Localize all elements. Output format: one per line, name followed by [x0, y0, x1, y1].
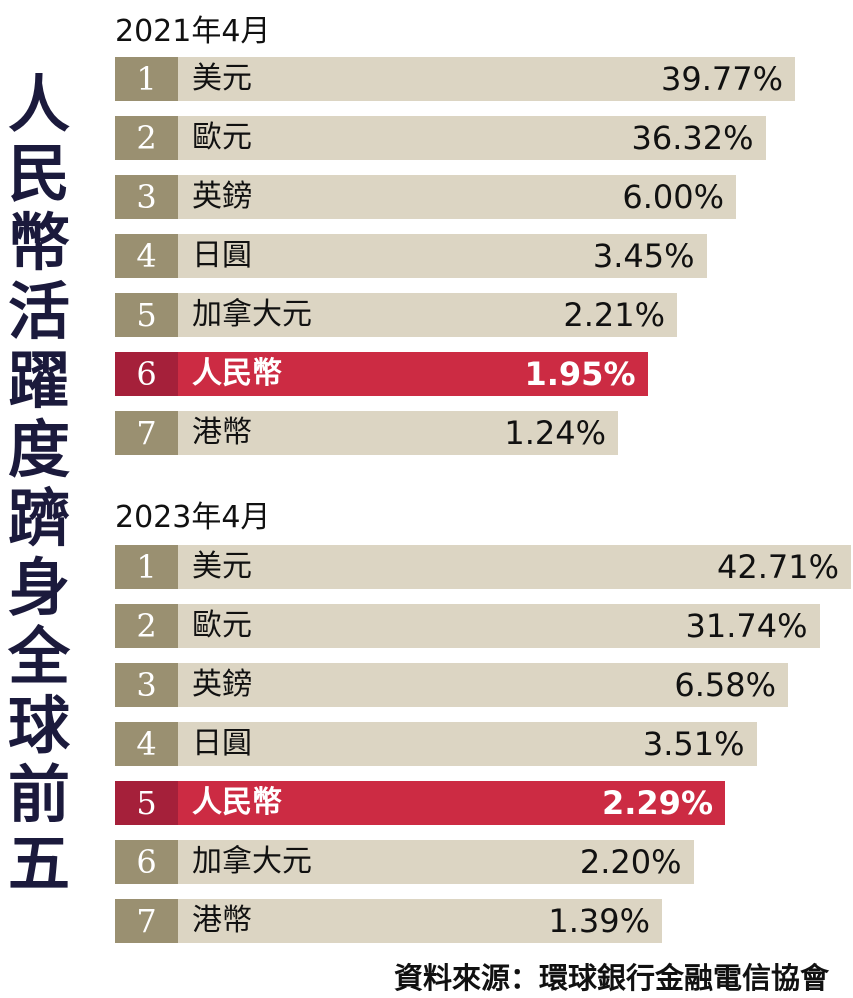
rank: 4 — [115, 234, 178, 278]
section-heading: 2023年4月 — [115, 500, 271, 535]
rank: 5 — [115, 781, 178, 825]
share-value: 2.29% — [601, 784, 713, 822]
rank: 7 — [115, 411, 178, 455]
share-value: 2.20% — [579, 843, 682, 881]
ranking-row: 2 歐元 31.74% — [115, 604, 820, 648]
currency-name: 美元 — [192, 61, 252, 96]
rank: 6 — [115, 840, 178, 884]
rank: 5 — [115, 293, 178, 337]
ranking-row: 4 日圓 3.51% — [115, 722, 757, 766]
rank: 1 — [115, 545, 178, 589]
share-value: 6.58% — [674, 666, 776, 704]
ranking-row: 1 美元 42.71% — [115, 545, 851, 589]
rank: 2 — [115, 604, 178, 648]
currency-name: 美元 — [192, 549, 252, 584]
ranking-row: 3 英鎊 6.58% — [115, 663, 788, 707]
rank: 1 — [115, 57, 178, 101]
currency-name: 日圓 — [192, 238, 252, 273]
ranking-row: 1 美元 39.77% — [115, 57, 795, 101]
ranking-row: 5 加拿大元 2.21% — [115, 293, 677, 337]
currency-name: 歐元 — [192, 608, 252, 643]
source: 資料來源：環球銀行金融電信協會 — [393, 961, 829, 995]
currency-name: 日圓 — [192, 726, 252, 761]
currency-name: 歐元 — [192, 120, 252, 155]
share-value: 1.95% — [524, 355, 636, 393]
share-value: 1.39% — [548, 902, 650, 940]
share-value: 39.77% — [660, 60, 783, 98]
ranking-row: 7 港幣 1.39% — [115, 899, 662, 943]
currency-name: 加拿大元 — [192, 297, 312, 332]
currency-name: 加拿大元 — [192, 844, 312, 879]
currency-name: 人民幣 — [192, 356, 282, 391]
title: 人民幣活躍度躋身全球前五 — [7, 68, 70, 900]
share-value: 3.45% — [592, 237, 695, 275]
rank: 3 — [115, 663, 178, 707]
ranking-row: 6 加拿大元 2.20% — [115, 840, 694, 884]
ranking-row: 4 日圓 3.45% — [115, 234, 707, 278]
share-value: 6.00% — [622, 178, 724, 216]
rank: 2 — [115, 116, 178, 160]
ranking-row: 2 歐元 36.32% — [115, 116, 766, 160]
share-value: 36.32% — [631, 119, 754, 157]
share-value: 31.74% — [685, 607, 808, 645]
currency-name: 英鎊 — [192, 179, 252, 214]
rank: 4 — [115, 722, 178, 766]
rank: 6 — [115, 352, 178, 396]
share-value: 2.21% — [563, 296, 665, 334]
currency-name: 人民幣 — [192, 785, 282, 820]
share-value: 42.71% — [716, 548, 839, 586]
ranking-row: 5 人民幣 2.29% — [115, 781, 725, 825]
share-value: 1.24% — [504, 414, 606, 452]
ranking-row: 3 英鎊 6.00% — [115, 175, 736, 219]
share-value: 3.51% — [642, 725, 745, 763]
ranking-row: 7 港幣 1.24% — [115, 411, 618, 455]
currency-name: 英鎊 — [192, 667, 252, 702]
ranking-row: 6 人民幣 1.95% — [115, 352, 648, 396]
rank: 3 — [115, 175, 178, 219]
rank: 7 — [115, 899, 178, 943]
section-heading: 2021年4月 — [115, 14, 271, 49]
currency-name: 港幣 — [192, 903, 252, 938]
currency-name: 港幣 — [192, 415, 252, 450]
